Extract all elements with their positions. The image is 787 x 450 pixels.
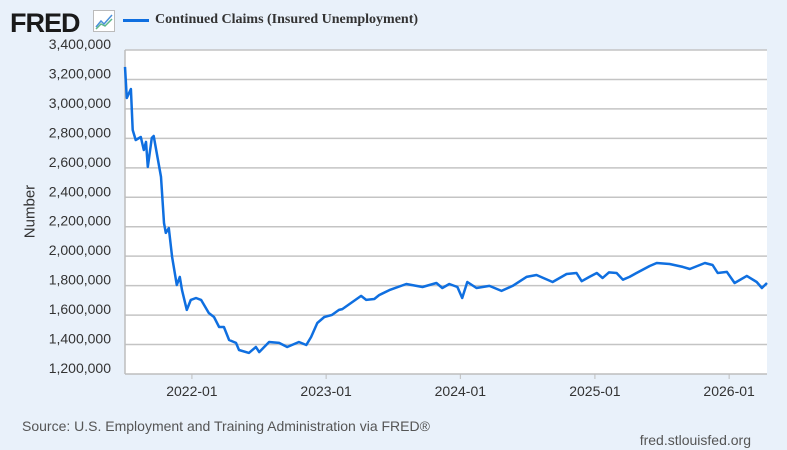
y-tick-label: 1,600,000 xyxy=(49,301,111,317)
y-tick-label: 2,000,000 xyxy=(49,242,111,258)
site-link[interactable]: fred.stlouisfed.org xyxy=(639,432,751,448)
fred-logo[interactable]: FRED xyxy=(10,8,80,38)
y-tick-label: 1,200,000 xyxy=(49,360,111,376)
legend: Continued Claims (Insured Unemployment) xyxy=(123,12,418,28)
x-tick-label: 2022-01 xyxy=(166,383,218,399)
y-tick-label: 1,400,000 xyxy=(49,331,111,347)
x-tick-label: 2024-01 xyxy=(435,383,487,399)
y-tick-label: 3,000,000 xyxy=(49,95,111,111)
source-note: Source: U.S. Employment and Training Adm… xyxy=(22,418,430,434)
y-tick-label: 2,800,000 xyxy=(49,124,111,140)
x-tick-label: 2025-01 xyxy=(569,383,621,399)
legend-swatch xyxy=(123,18,149,22)
y-tick-label: 3,200,000 xyxy=(49,65,111,81)
x-tick-label: 2026-01 xyxy=(703,383,755,399)
line-chart-icon xyxy=(93,10,115,32)
y-tick-label: 2,200,000 xyxy=(49,213,111,229)
y-tick-label: 1,800,000 xyxy=(49,272,111,288)
y-tick-label: 2,400,000 xyxy=(49,183,111,199)
series-line xyxy=(123,66,768,355)
x-tick-label: 2023-01 xyxy=(300,383,352,399)
y-tick-label: 2,600,000 xyxy=(49,154,111,170)
legend-label: Continued Claims (Insured Unemployment) xyxy=(155,12,419,27)
y-tick-label: 3,400,000 xyxy=(49,36,111,52)
plot-area xyxy=(125,50,767,374)
